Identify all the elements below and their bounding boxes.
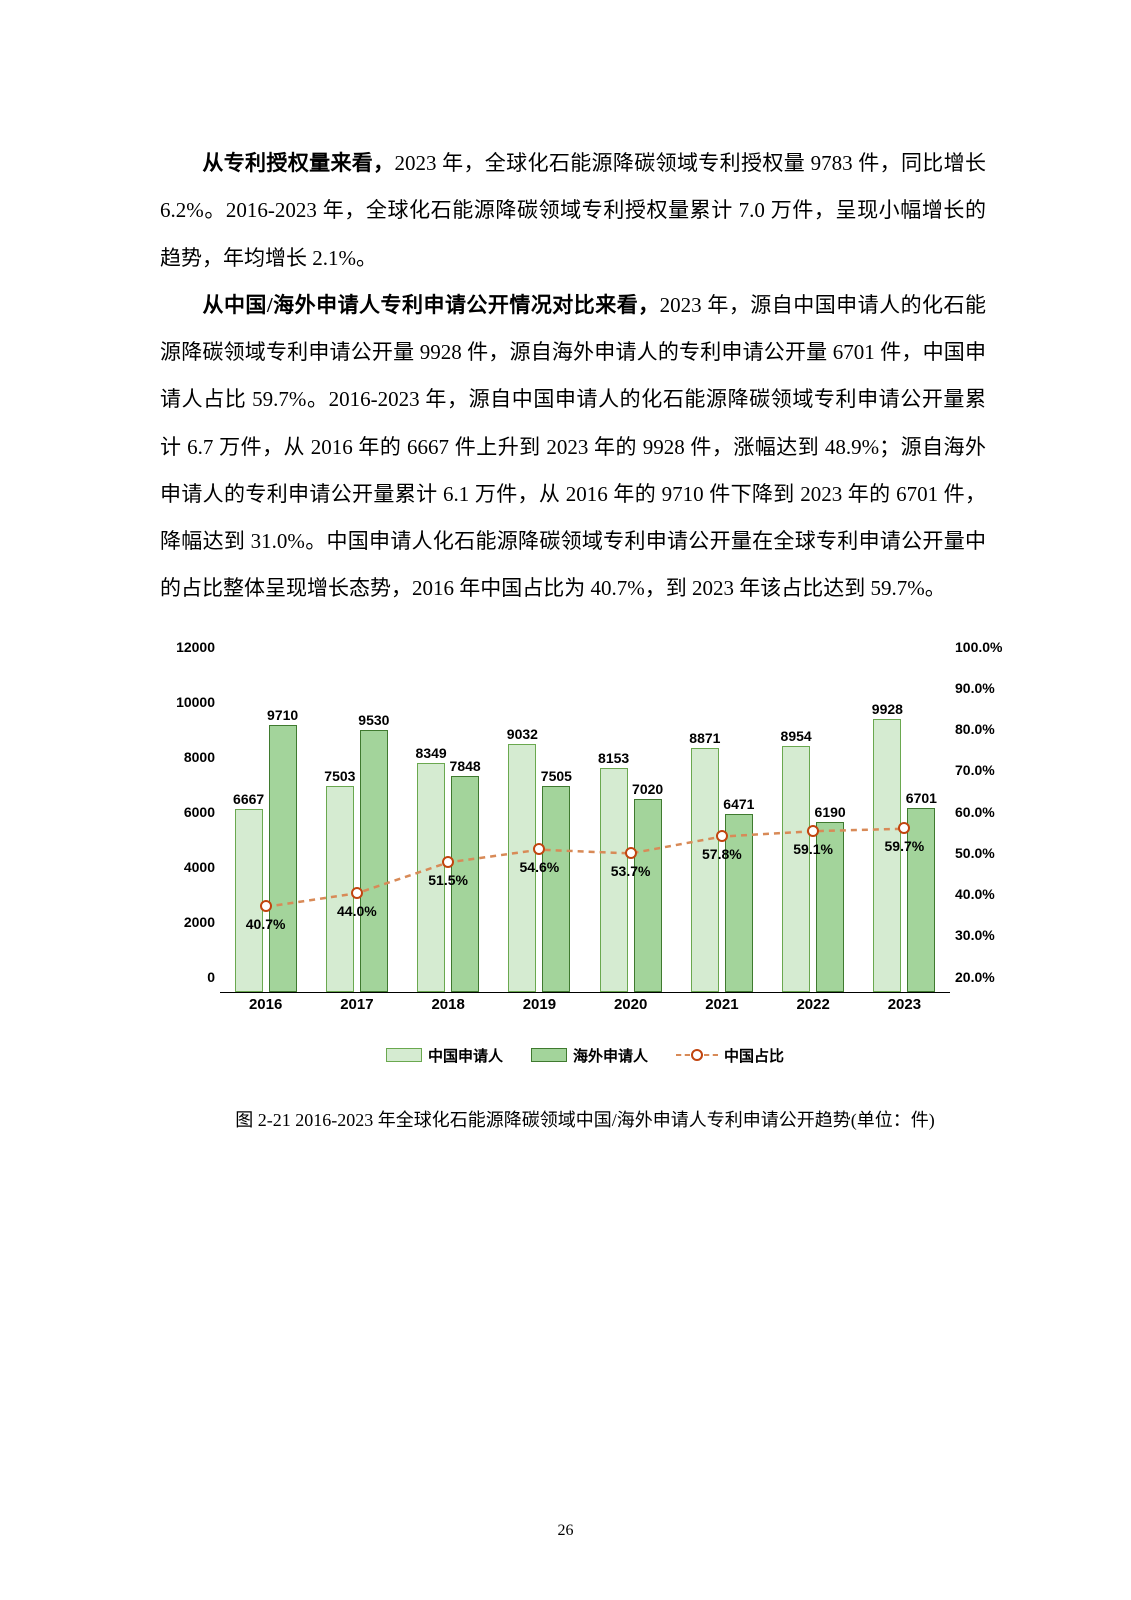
legend-item-china: 中国申请人 (386, 1045, 503, 1066)
bar-label-china: 6667 (233, 791, 264, 807)
x-tick: 2018 (403, 996, 494, 1018)
percent-label: 44.0% (337, 903, 377, 919)
x-axis: 20162017201820192020202120222023 (220, 996, 950, 1018)
legend: 中国申请人 海外申请人 中国占比 (160, 1045, 1010, 1066)
y-right-tick: 100.0% (955, 639, 1010, 655)
bar-label-overseas: 7848 (450, 758, 481, 774)
bar-label-overseas: 7505 (541, 768, 572, 784)
chart-figure: 020004000600080001000012000 20.0%30.0%40… (160, 663, 1010, 1132)
legend-label-overseas: 海外申请人 (573, 1045, 648, 1066)
y-left-tick: 0 (160, 969, 215, 985)
legend-swatch-overseas (531, 1048, 567, 1062)
figure-caption: 图 2-21 2016-2023 年全球化石能源降碳领域中国/海外申请人专利申请… (160, 1106, 1010, 1132)
y-right-tick: 70.0% (955, 762, 1010, 778)
bar-label-china: 7503 (324, 768, 355, 784)
legend-item-overseas: 海外申请人 (531, 1045, 648, 1066)
x-tick: 2023 (859, 996, 950, 1018)
bar-label-china: 9032 (507, 726, 538, 742)
y-left-tick: 2000 (160, 914, 215, 930)
y-right-tick: 20.0% (955, 969, 1010, 985)
line-marker (716, 830, 728, 842)
bar-label-china: 8954 (781, 728, 812, 744)
paragraph-1: 从专利授权量来看，2023 年，全球化石能源降碳领域专利授权量 9783 件，同… (160, 140, 986, 282)
line-marker (898, 822, 910, 834)
y-right-tick: 40.0% (955, 886, 1010, 902)
y-left-tick: 12000 (160, 639, 215, 655)
plot-area: 6667 9710 40.7% 7503 9530 44.0% 83497848 51.5% 9… (220, 663, 950, 993)
y-right-tick: 50.0% (955, 845, 1010, 861)
bar-label-overseas: 6471 (723, 796, 754, 812)
percent-label: 59.1% (793, 841, 833, 857)
bar-label-overseas: 9710 (267, 707, 298, 723)
y-axis-left: 020004000600080001000012000 (160, 663, 215, 993)
p1-lead: 从专利授权量来看， (202, 151, 395, 175)
line-marker (625, 847, 637, 859)
bar-label-china: 9928 (872, 701, 903, 717)
legend-item-percent: 中国占比 (676, 1045, 784, 1066)
y-right-tick: 60.0% (955, 804, 1010, 820)
x-tick: 2022 (768, 996, 859, 1018)
paragraph-2: 从中国/海外申请人专利申请公开情况对比来看，2023 年，源自中国申请人的化石能… (160, 282, 986, 613)
line-marker (807, 825, 819, 837)
bar-label-china: 8153 (598, 750, 629, 766)
y-left-tick: 8000 (160, 749, 215, 765)
percent-label: 51.5% (428, 872, 468, 888)
x-tick: 2021 (676, 996, 767, 1018)
legend-label-percent: 中国占比 (724, 1045, 784, 1066)
p2-lead: 从中国/海外申请人专利申请公开情况对比来看， (202, 293, 660, 317)
y-left-tick: 6000 (160, 804, 215, 820)
p2-body: 2023 年，源自中国申请人的化石能源降碳领域专利申请公开量 9928 件，源自… (160, 293, 986, 601)
legend-label-china: 中国申请人 (428, 1045, 503, 1066)
percent-label: 54.6% (520, 859, 560, 875)
y-right-tick: 80.0% (955, 721, 1010, 737)
percent-label: 40.7% (246, 916, 286, 932)
y-right-tick: 30.0% (955, 927, 1010, 943)
x-tick: 2016 (220, 996, 311, 1018)
x-tick: 2017 (311, 996, 402, 1018)
bar-label-overseas: 6190 (815, 804, 846, 820)
page-number: 26 (0, 1522, 1131, 1540)
y-axis-right: 20.0% 30.0% 40.0% 50.0% 60.0% 70.0% 80.0% 90.0%… (955, 663, 1010, 993)
bar-label-china: 8871 (689, 730, 720, 746)
y-right-tick: 90.0% (955, 680, 1010, 696)
line-marker (260, 900, 272, 912)
legend-swatch-china (386, 1048, 422, 1062)
line-marker (351, 887, 363, 899)
bar-label-overseas: 7020 (632, 781, 663, 797)
bar-label-china: 8349 (416, 745, 447, 761)
line-marker (442, 856, 454, 868)
bar-label-overseas: 6701 (906, 790, 937, 806)
legend-swatch-line (676, 1049, 718, 1061)
y-left-tick: 4000 (160, 859, 215, 875)
bar-label-overseas: 9530 (358, 712, 389, 728)
percent-label: 59.7% (885, 838, 925, 854)
x-tick: 2020 (585, 996, 676, 1018)
line-marker (533, 843, 545, 855)
y-left-tick: 10000 (160, 694, 215, 710)
x-tick: 2019 (494, 996, 585, 1018)
percent-label: 53.7% (611, 863, 651, 879)
percent-label: 57.8% (702, 846, 742, 862)
